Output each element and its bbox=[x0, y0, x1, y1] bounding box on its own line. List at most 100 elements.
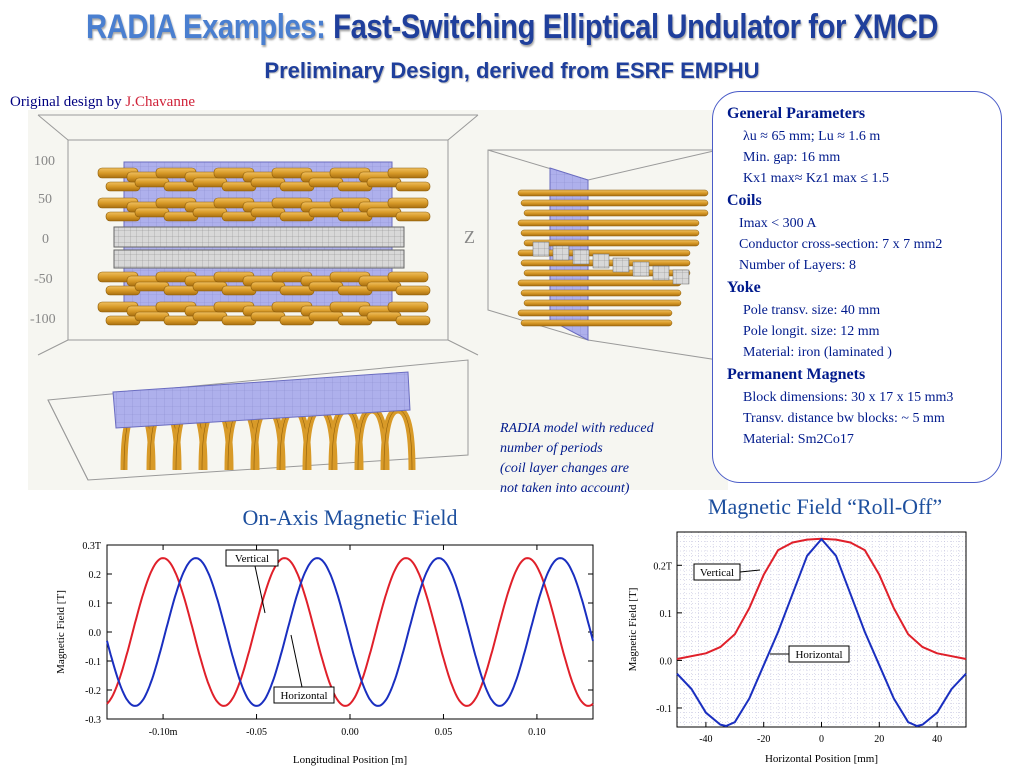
coil-segment bbox=[387, 167, 429, 179]
x-tick-label: 0.10 bbox=[528, 727, 546, 738]
coil-layer bbox=[523, 209, 709, 217]
y-tick-label: 0.0 bbox=[89, 628, 102, 639]
poles-front bbox=[113, 226, 405, 248]
layers-line: Number of Layers: 8 bbox=[739, 258, 857, 273]
conductor-line: Conductor cross-section: 7 x 7 mm2 bbox=[739, 237, 943, 252]
radia-model-illustration: 100 50 0 -50 -100 Z bbox=[28, 110, 728, 490]
design-credit: Original design by J.Chavanne bbox=[10, 94, 195, 111]
caption-line-3: (coil layer changes are bbox=[500, 461, 629, 476]
y-tick-label: 0.2T bbox=[653, 561, 672, 572]
block-dims-line: Block dimensions: 30 x 17 x 15 mm3 bbox=[743, 390, 954, 405]
permanent-magnets-heading: Permanent Magnets bbox=[727, 366, 866, 383]
coil-segment bbox=[395, 211, 431, 222]
x-tick-label: -0.05 bbox=[246, 727, 267, 738]
coil-layer bbox=[517, 309, 673, 317]
pm-material-line: Material: Sm2Co17 bbox=[743, 432, 854, 447]
annotation-arrow bbox=[254, 565, 266, 614]
y-tick-label: 0.1 bbox=[660, 609, 673, 620]
yoke-bottom bbox=[112, 371, 411, 429]
front-view-z-ticks: 100 50 0 -50 -100 Z bbox=[30, 154, 475, 327]
radia-model-svg: 100 50 0 -50 -100 Z bbox=[30, 114, 719, 481]
y-tick-label: -0.2 bbox=[85, 686, 101, 697]
yoke-material-line: Material: iron (laminated ) bbox=[743, 345, 892, 360]
lambda-line: λu ≈ 65 mm; Lu ≈ 1.6 m bbox=[743, 129, 881, 144]
title-prefix: RADIA Examples: bbox=[85, 8, 326, 46]
z-tick-minus-100: -100 bbox=[30, 312, 56, 327]
gap-line: Min. gap: 16 mm bbox=[743, 150, 841, 165]
y-tick-label: -0.1 bbox=[656, 704, 672, 715]
caption-line-1: RADIA model with reduced bbox=[500, 421, 654, 436]
imax-line: Imax < 300 A bbox=[739, 216, 817, 231]
pole-block bbox=[632, 261, 650, 277]
on-axis-field-chart: 0.3T 0.2 0.1 0.0 -0.1 -0.2 -0.3 -0.10m -0.05 0.00… bbox=[55, 541, 594, 766]
x-tick-label: 0 bbox=[819, 734, 824, 745]
coil-layer bbox=[517, 189, 709, 197]
coils-perspective bbox=[517, 189, 709, 327]
coils-front bbox=[97, 167, 431, 326]
z-axis-label: Z bbox=[464, 227, 475, 247]
y-tick-label: 0.1 bbox=[89, 599, 102, 610]
coil-segment bbox=[387, 197, 429, 209]
chart1-title: On-Axis Magnetic Field bbox=[242, 505, 458, 530]
x-axis-label: Longitudinal Position [m] bbox=[293, 754, 407, 766]
caption-line-4: not taken into account) bbox=[500, 481, 630, 496]
x-tick-label: -20 bbox=[757, 734, 770, 745]
z-tick-100: 100 bbox=[34, 154, 55, 169]
coils-heading: Coils bbox=[727, 192, 762, 209]
x-tick-label: 0.05 bbox=[435, 727, 453, 738]
z-tick-50: 50 bbox=[38, 192, 52, 207]
coil-segment bbox=[395, 315, 431, 326]
pole-block bbox=[572, 249, 590, 265]
plot-frame bbox=[106, 544, 594, 720]
coil-layer bbox=[520, 229, 700, 237]
front-view bbox=[37, 114, 479, 356]
annotation-arrow bbox=[290, 634, 303, 688]
page-title: RADIA Examples: Fast-Switching Elliptica… bbox=[72, 8, 953, 47]
annotation-horizontal: Horizontal bbox=[280, 690, 327, 702]
yoke-heading: Yoke bbox=[727, 279, 761, 296]
pole-block bbox=[592, 253, 610, 269]
x-tick-label: -0.10m bbox=[149, 727, 178, 738]
k-line: Kx1 max≈ Kz1 max ≤ 1.5 bbox=[743, 171, 890, 186]
x-tick-label: 40 bbox=[932, 734, 942, 745]
x-tick-label: 20 bbox=[874, 734, 884, 745]
pole-block bbox=[652, 265, 670, 281]
credit-prefix: Original design by bbox=[10, 94, 122, 110]
coil-segment bbox=[395, 285, 431, 296]
z-tick-0: 0 bbox=[42, 232, 49, 247]
pole-longit-line: Pole longit. size: 12 mm bbox=[743, 324, 880, 339]
title-main: Fast-Switching Elliptical Undulator for … bbox=[333, 8, 939, 46]
coil-segment bbox=[395, 181, 431, 192]
y-tick-label: 0.3T bbox=[82, 541, 101, 552]
poles-front-lower bbox=[113, 249, 405, 269]
pole-block bbox=[552, 245, 570, 261]
z-tick-minus-50: -50 bbox=[34, 272, 53, 287]
annotation-box bbox=[273, 686, 335, 704]
annotation-vertical: Vertical bbox=[235, 553, 269, 565]
annotation-arrow bbox=[739, 569, 761, 573]
model-caption: RADIA model with reduced number of perio… bbox=[500, 419, 710, 499]
caption-line-2: number of periods bbox=[500, 441, 603, 456]
y-tick-label: -0.3 bbox=[85, 715, 101, 726]
coil-layer bbox=[520, 199, 709, 207]
pole-block bbox=[612, 257, 630, 273]
y-tick-label: -0.1 bbox=[85, 657, 101, 668]
annotation-box bbox=[225, 549, 279, 567]
page-subtitle: Preliminary Design, derived from ESRF EM… bbox=[264, 58, 760, 83]
credit-name: J.Chavanne bbox=[125, 94, 195, 110]
series-line bbox=[106, 557, 594, 707]
y-tick-label: 0.2 bbox=[89, 570, 102, 581]
x-axis-label: Horizontal Position [mm] bbox=[765, 753, 878, 765]
series-line bbox=[106, 557, 594, 707]
coil-layer bbox=[520, 319, 673, 327]
coil-layer bbox=[523, 239, 700, 247]
roll-off-chart: 0.2T 0.1 0.0 -0.1 -40 -20 0 20 40 Horizontal Posi… bbox=[627, 531, 967, 765]
annotation-horizontal: Horizontal bbox=[795, 649, 842, 661]
annotation-vertical: Vertical bbox=[700, 567, 734, 579]
chart2-title: Magnetic Field “Roll-Off” bbox=[707, 494, 943, 519]
x-tick-label: 0.00 bbox=[341, 727, 359, 738]
general-parameters-heading: General Parameters bbox=[727, 105, 866, 122]
series-line bbox=[676, 538, 967, 727]
coil-layer bbox=[517, 279, 682, 287]
transv-distance-line: Transv. distance bw blocks: ~ 5 mm bbox=[743, 411, 945, 426]
